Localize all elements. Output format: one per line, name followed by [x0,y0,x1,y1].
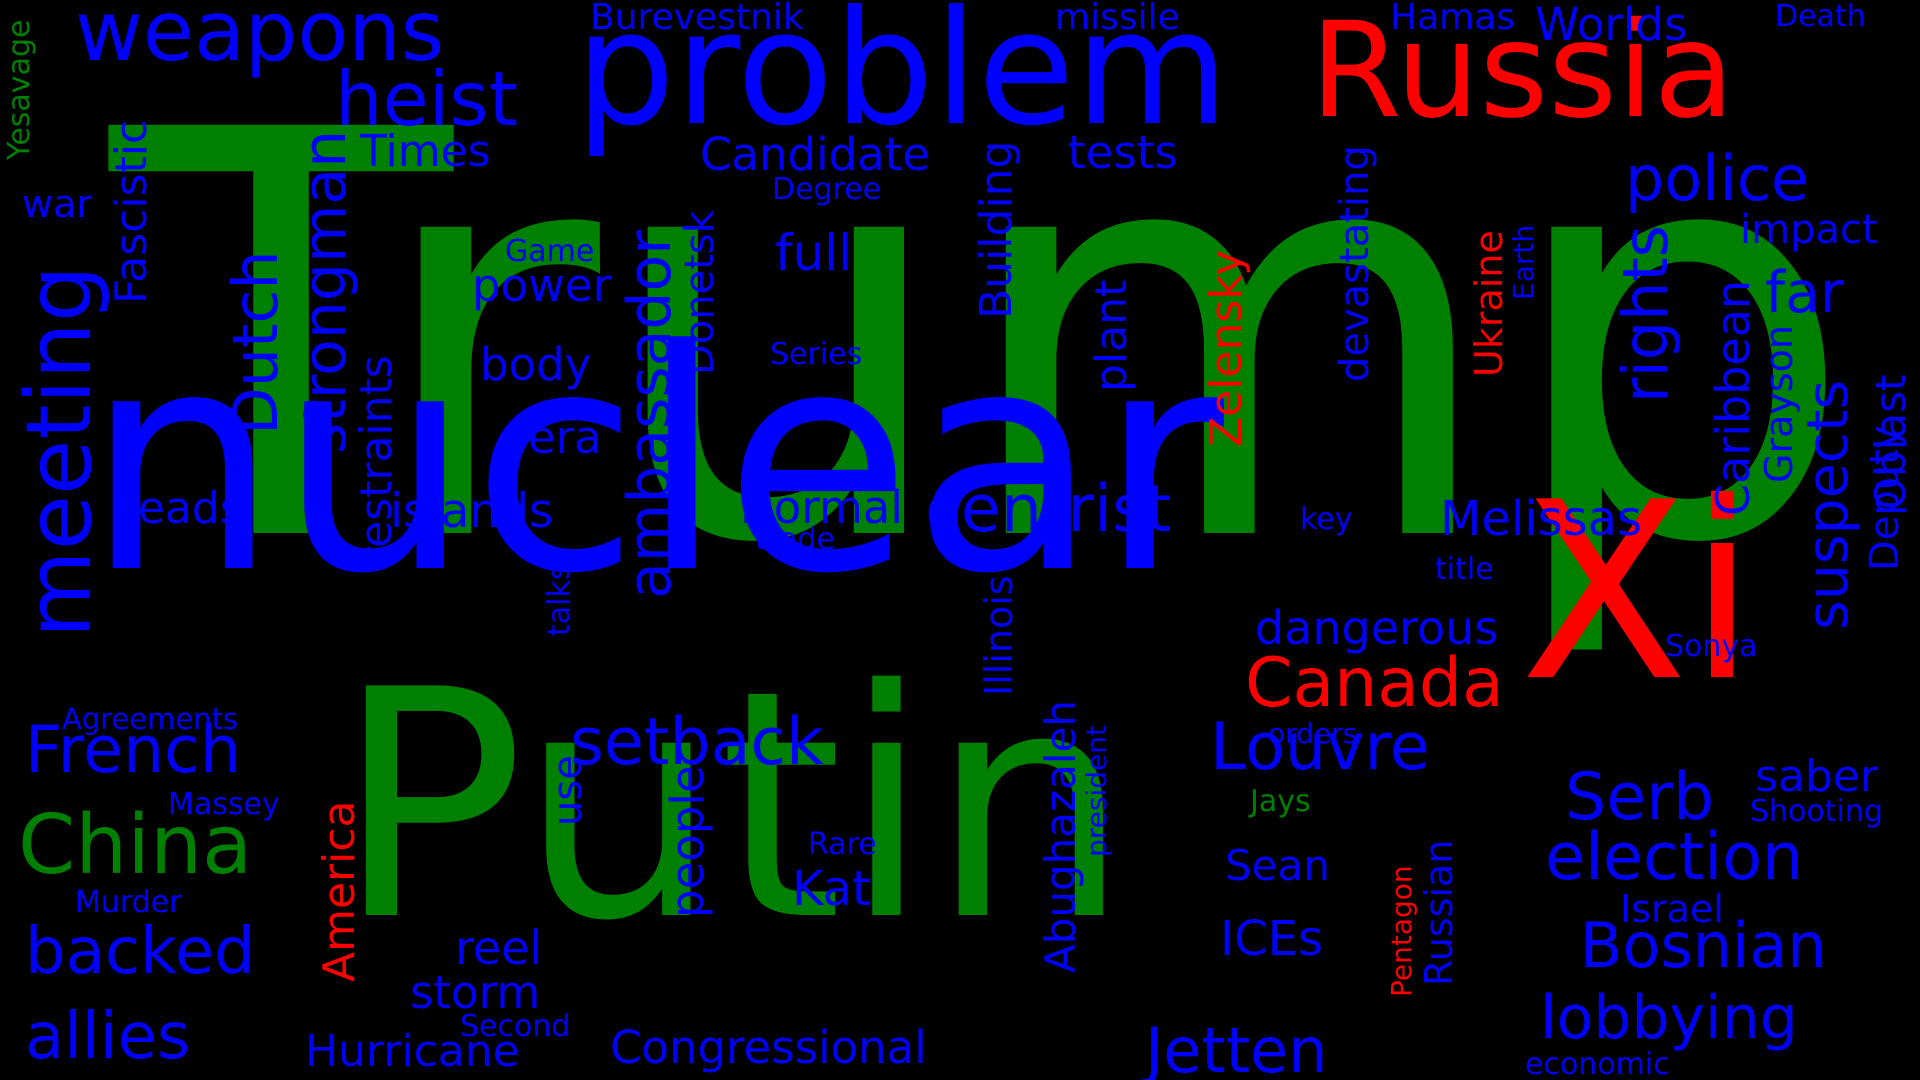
word-burevestnik: Burevestnik [590,0,804,38]
word-allies: allies [25,1000,191,1074]
word-strongman: strongman [290,129,360,454]
word-devastating: devastating [1332,145,1378,382]
word-title: title [1435,552,1494,587]
word-suspects: suspects [1795,379,1861,630]
word-massey: Massey [168,787,280,822]
word-louvre: Louvre [1210,710,1430,785]
word-meeting: meeting [7,265,112,638]
word-ukraine: Ukraine [1467,230,1511,377]
word-saber: saber [1755,751,1878,802]
word-rare: Rare [808,827,877,862]
word-rights: rights [1609,225,1682,403]
word-donetsk: Donetsk [677,210,723,375]
word-melissas: Melissas [1440,491,1643,547]
word-abughazaleh: Abughazaleh [1036,700,1085,973]
word-lobbying: lobbying [1540,983,1798,1053]
word-full: full [775,224,853,282]
word-congressional: Congressional [610,1021,927,1074]
word-french: French [25,713,242,788]
word-kat: Kat [792,861,871,917]
word-body: body [480,338,592,391]
word-impact: impact [1740,207,1878,253]
word-bosnian: Bosnian [1580,909,1827,982]
word-weapons: weapons [75,0,445,80]
word-ambassador: ambassador [615,230,685,599]
word-russia: Russia [1310,0,1735,148]
word-trade: trade [755,522,835,557]
word-sonya: Sonya [1665,629,1758,664]
word-russian: Russian [1417,839,1461,986]
word-power: power [472,259,612,312]
word-yesavage: Yesavage [2,19,37,160]
word-china: China [18,798,253,893]
word-reel: reel [455,921,543,975]
word-backed: backed [25,915,255,989]
word-israel: Israel [1620,887,1724,931]
word-plant: plant [1086,279,1137,392]
word-heist: heist [335,55,518,143]
word-problem: problem [575,0,1229,161]
word-normal: Normal [740,481,903,534]
word-key: key [1300,502,1353,537]
word-shooting: Shooting [1750,794,1883,829]
word-death: Death [1775,0,1866,34]
word-murder: Murder [75,885,182,920]
word-jays: Jays [1250,784,1311,819]
word-setback: setback [570,705,824,780]
word-ices: ICEs [1220,911,1324,967]
word-serb: Serb [1565,760,1715,835]
word-worlds: Worlds [1535,0,1688,51]
word-candidate: Candidate [700,128,931,181]
word-nuclear: nuclear [85,285,1224,640]
word-centrist: centrist [925,472,1172,547]
word-era: era [528,411,602,464]
word-zelensky: Zelensky [1201,249,1252,447]
word-orders: orders [1268,717,1358,750]
word-dutch: Dutch [219,250,292,435]
word-hamas: Hamas [1390,0,1516,38]
word-grayson: Grayson [1757,325,1801,483]
word-illinois: Illinois [977,575,1021,696]
word-building: Building [971,140,1022,320]
word-sean: Sean [1225,841,1330,890]
word-election: election [1545,820,1804,895]
word-far: far [1765,260,1844,326]
word-hurricane: Hurricane [305,1026,520,1077]
word-fascistic: Fascistic [106,119,157,304]
word-canada: Canada [1245,644,1504,723]
word-earth: Earth [1507,224,1540,300]
word-game: Game [505,234,595,269]
word-talks: talks [542,564,577,636]
word-oblast: Oblast [1866,374,1915,510]
word-caribbean: Caribbean [1706,279,1760,516]
word-series: Series [770,337,863,372]
word-dangerous: dangerous [1255,601,1499,655]
word-people: people [661,765,714,918]
word-storm: storm [410,966,541,1019]
word-trump: Trump [110,14,1856,666]
word-missile: missile [1055,0,1180,38]
word-use: use [545,755,591,826]
word-islands: islands [390,484,554,539]
word-pentagon: Pentagon [1385,865,1418,997]
word-war: war [22,182,92,226]
word-police: police [1625,142,1809,215]
word-putin: Putin [335,624,1130,990]
word-second: Second [460,1009,571,1044]
word-america: America [314,800,365,983]
word-restraints: restraints [351,355,402,565]
word-economic: economic [1525,1047,1670,1080]
word-agreements: Agreements [62,702,239,736]
word-jetten: Jetten [1145,1014,1328,1080]
word-heads: heads [110,483,243,534]
word-tests: tests [1068,126,1178,179]
word-degree: Degree [772,172,882,207]
word-xi: Xi [1520,450,1756,735]
word-times: Times [360,126,491,177]
word-president: president [1080,725,1113,857]
